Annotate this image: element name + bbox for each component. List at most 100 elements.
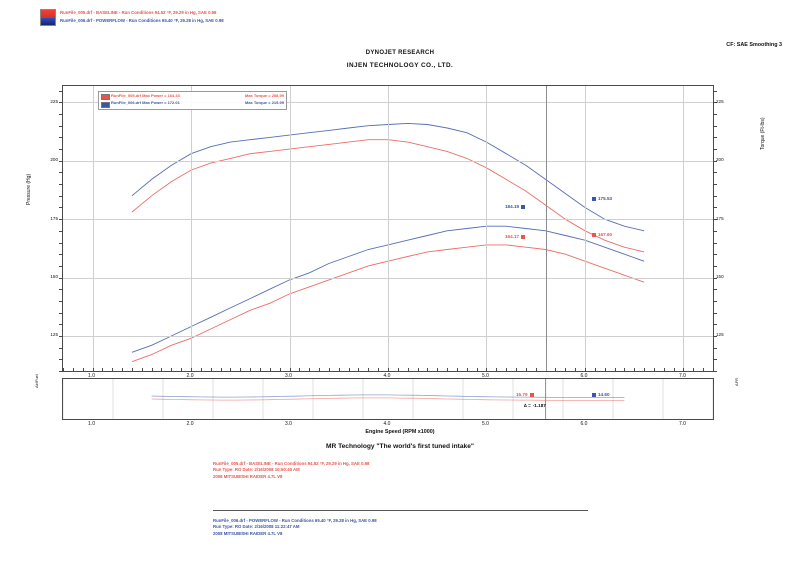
y-gridline [63,335,713,337]
blue-right-marker [592,196,596,201]
red-left-callout-value: 164.17 [505,234,520,239]
legend-baseline-maxtorque: Max Torque = 208.99 [245,93,284,98]
axis-tick [713,149,717,151]
y-gridline [63,160,713,162]
axis-tick [59,359,63,361]
x-gridline [683,86,685,371]
axis-tick-x [644,368,646,371]
axis-tick-x [388,368,389,371]
axis-tick [59,102,63,104]
top-run-legend: RunFile_005.drf - BASELINE - Run Conditi… [40,9,224,26]
legend-powerflow-maxtorque: Max Torque = 215.99 [245,100,284,105]
y-tick-label-right: 125 [716,332,724,338]
axis-tick-x [476,368,478,371]
axis-tick-x [397,368,399,371]
axis-tick-x [230,368,232,371]
legend-powerflow-text: RunFile_006.drf - POWERFLOW - Run Condit… [60,18,224,23]
footer-baseline-line3: 2008 MITSUBISHI RAIDER 4.7L V8 [213,473,283,479]
axis-tick [59,371,63,372]
axis-tick-x [279,368,281,371]
axis-tick [713,254,717,256]
axis-tick-x [565,368,567,371]
axis-tick-x [447,368,449,371]
footer-powerflow-line1: RunFile_006.drf - POWERFLOW - Run Condit… [213,518,377,523]
axis-tick-x [269,368,271,371]
axis-tick-x [456,368,458,371]
footer-powerflow-block: RunFile_006.drf - POWERFLOW - Run Condit… [213,518,377,537]
red-right-marker [592,232,596,237]
axis-tick [713,300,717,302]
axis-tick-x [82,368,84,371]
y-tick-label-left: 150 [50,274,58,280]
x-gridline [388,86,389,371]
axis-tick [713,242,717,244]
axis-tick-x [466,368,468,371]
axis-tick [59,207,63,209]
x-gridline [191,86,193,371]
axis-tick-x [72,368,74,371]
axis-tick-x [713,368,714,371]
y-gridline [63,277,713,279]
axis-tick [59,230,63,232]
x-tick-label: 4.0 [383,373,391,379]
axis-tick [713,230,717,232]
footer-powerflow-line3: 2008 MITSUBISHI RAIDER 4.7L V8 [213,530,283,536]
correction-factor-note: CF: SAE Smoothing 3 [726,42,782,48]
x-tick-label-lower: 3.0 [285,421,292,427]
y-tick-label-left: 200 [50,157,58,163]
afr-red-callout: 16.79 [516,392,534,397]
footer-divider [213,510,588,511]
axis-tick [713,335,717,337]
axis-tick-x [575,368,577,371]
legend-color-swatches [40,9,56,26]
axis-tick-x [614,368,616,371]
axis-tick-x [250,368,252,371]
axis-tick-x [653,368,655,371]
afr-blue-callout: 14.60 [592,392,610,397]
afr-delta-value: -1.187 [532,403,546,408]
axis-tick-x [417,368,419,371]
dyno-main-plot [59,85,717,372]
legend-baseline-text: RunFile_005.drf - BASELINE - Run Conditi… [60,10,217,15]
axis-tick-x [299,368,301,371]
x-tick-label-lower: 1.0 [88,421,95,427]
y-axis-title-right: Torque (Ft-lbs) [760,117,766,150]
axis-tick [59,324,63,326]
axis-tick-x [338,368,340,371]
axis-tick-x [693,368,695,371]
axis-tick-x [604,368,606,371]
afr-trace-baseline [151,397,625,401]
axis-tick-x [634,368,636,371]
legend-swatch-baseline [101,94,110,100]
axis-tick [59,265,63,267]
x-tick-label-lower: 4.0 [383,421,391,427]
company-title: INJEN TECHNOLOGY CO., LTD. [346,62,454,69]
axis-tick [713,195,717,197]
axis-tick [59,242,63,244]
axis-tick-x [161,368,163,371]
axis-tick [713,371,717,372]
y-tick-label-left: 125 [50,332,58,338]
axis-tick-x [683,368,685,371]
footer-baseline-block: RunFile_005.drf - BASELINE - Run Conditi… [213,461,369,480]
afr-red-marker [529,392,534,397]
afr-blue-marker [592,392,596,397]
axis-tick [713,265,717,267]
axis-tick [713,137,717,139]
blue-left-callout: 184.19 [505,204,526,209]
footer-baseline-line2: Run Type: RO Date: 2/16/2008 10:50:40 AM [213,467,300,473]
legend-row-baseline: RunFile_005.drf Max Power = 164.43 Max T… [111,93,284,98]
red-right-callout-value: 167.60 [598,232,613,237]
axis-tick-x [624,368,626,371]
y-gridline [63,102,713,104]
axis-tick-x [555,368,557,371]
axis-tick-x [151,368,153,371]
axis-tick [713,359,717,361]
axis-tick [713,114,717,116]
axis-tick-x [240,368,242,371]
y-tick-label-right: 200 [716,157,724,163]
afr-axis-title-right: AFR [734,378,739,386]
axis-tick-x [407,368,409,371]
axis-tick [59,312,63,314]
y-gridline [63,219,713,221]
